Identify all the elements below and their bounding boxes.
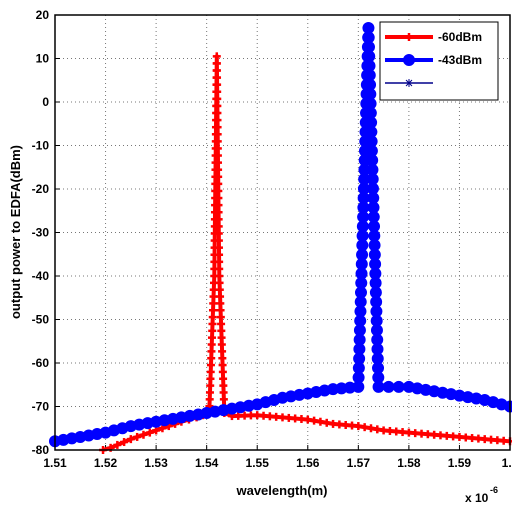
x-tick-label: 1.59 [448, 456, 472, 470]
x-axis-label: wavelength(m) [235, 483, 327, 498]
y-tick-label: -40 [32, 269, 50, 283]
legend: -60dBm -43dBm [380, 22, 498, 100]
y-tick-label: -10 [32, 139, 50, 153]
x-exponent-power: -6 [490, 485, 498, 495]
y-tick-label: -30 [32, 226, 50, 240]
x-tick-label: 1.54 [195, 456, 219, 470]
legend-label: -60dBm [438, 30, 482, 44]
legend-marker [405, 79, 413, 87]
x-tick-label: 1.52 [94, 456, 118, 470]
y-tick-label: -50 [32, 313, 50, 327]
data-point [383, 381, 394, 392]
y-tick-label: 10 [36, 52, 50, 66]
y-tick-label: -20 [32, 182, 50, 196]
x-exponent-label: x 10 [465, 491, 489, 505]
y-tick-label: 0 [42, 95, 49, 109]
data-point [505, 401, 512, 412]
data-point [373, 381, 384, 392]
y-axis-label: output power to EDFA(dBm) [8, 145, 23, 319]
x-tick-label: 1.55 [246, 456, 270, 470]
x-tick-label: 1.56 [296, 456, 320, 470]
x-tick-label: 1.53 [144, 456, 168, 470]
y-tick-label: -80 [32, 443, 50, 457]
y-tick-label: 20 [36, 8, 50, 22]
data-point [393, 381, 404, 392]
x-tick-label: 1.6 [502, 456, 512, 470]
x-tick-label: 1.51 [43, 456, 67, 470]
y-tick-label: -70 [32, 400, 50, 414]
x-tick-label: 1.58 [397, 456, 421, 470]
y-tick-label: -60 [32, 356, 50, 370]
x-tick-label: 1.57 [347, 456, 371, 470]
legend-label: -43dBm [438, 53, 482, 67]
y-tick-labels: 20 10 0 -10 -20 -30 -40 -50 -60 -70 -80 [32, 8, 50, 457]
legend-marker [404, 55, 415, 66]
x-tick-labels: 1.51 1.52 1.53 1.54 1.55 1.56 1.57 1.58 1.59 1.6 [43, 456, 512, 470]
